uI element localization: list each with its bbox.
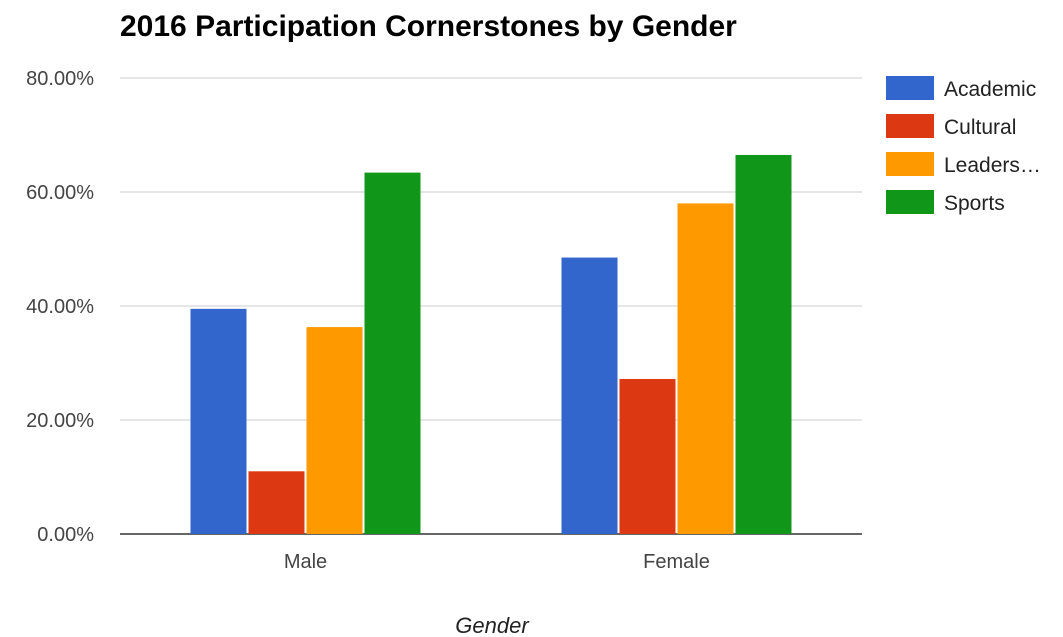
bar-academic-male: [191, 309, 247, 534]
y-tick-label: 0.00%: [37, 524, 94, 546]
y-axis-tick-labels: 0.00% 20.00% 40.00% 60.00% 80.00%: [26, 68, 94, 546]
legend-label-sports: Sports: [944, 192, 1005, 215]
y-tick-label: 20.00%: [26, 410, 94, 432]
x-axis-tick-labels: Male Female: [284, 551, 710, 573]
legend: Academic Cultural Leaders… Sports: [886, 76, 1041, 215]
chart-title: 2016 Participation Cornerstones by Gende…: [120, 10, 737, 43]
bar-leadership-male: [307, 327, 363, 534]
bars: [191, 155, 792, 534]
legend-swatch-academic: [886, 76, 934, 100]
legend-label-academic: Academic: [944, 78, 1036, 101]
legend-label-leadership: Leaders…: [944, 154, 1041, 177]
legend-swatch-leadership: [886, 152, 934, 176]
y-tick-label: 60.00%: [26, 182, 94, 204]
y-tick-label: 80.00%: [26, 68, 94, 90]
bar-cultural-male: [249, 471, 305, 534]
legend-label-cultural: Cultural: [944, 116, 1016, 139]
bar-academic-female: [562, 258, 618, 534]
bar-cultural-female: [620, 379, 676, 534]
bar-sports-male: [365, 173, 421, 534]
x-axis-label: Gender: [455, 613, 530, 637]
x-tick-label: Female: [643, 551, 710, 573]
x-tick-label: Male: [284, 551, 327, 573]
legend-swatch-sports: [886, 190, 934, 214]
bar-sports-female: [736, 155, 792, 534]
bar-leadership-female: [678, 203, 734, 534]
legend-swatch-cultural: [886, 114, 934, 138]
y-tick-label: 40.00%: [26, 296, 94, 318]
